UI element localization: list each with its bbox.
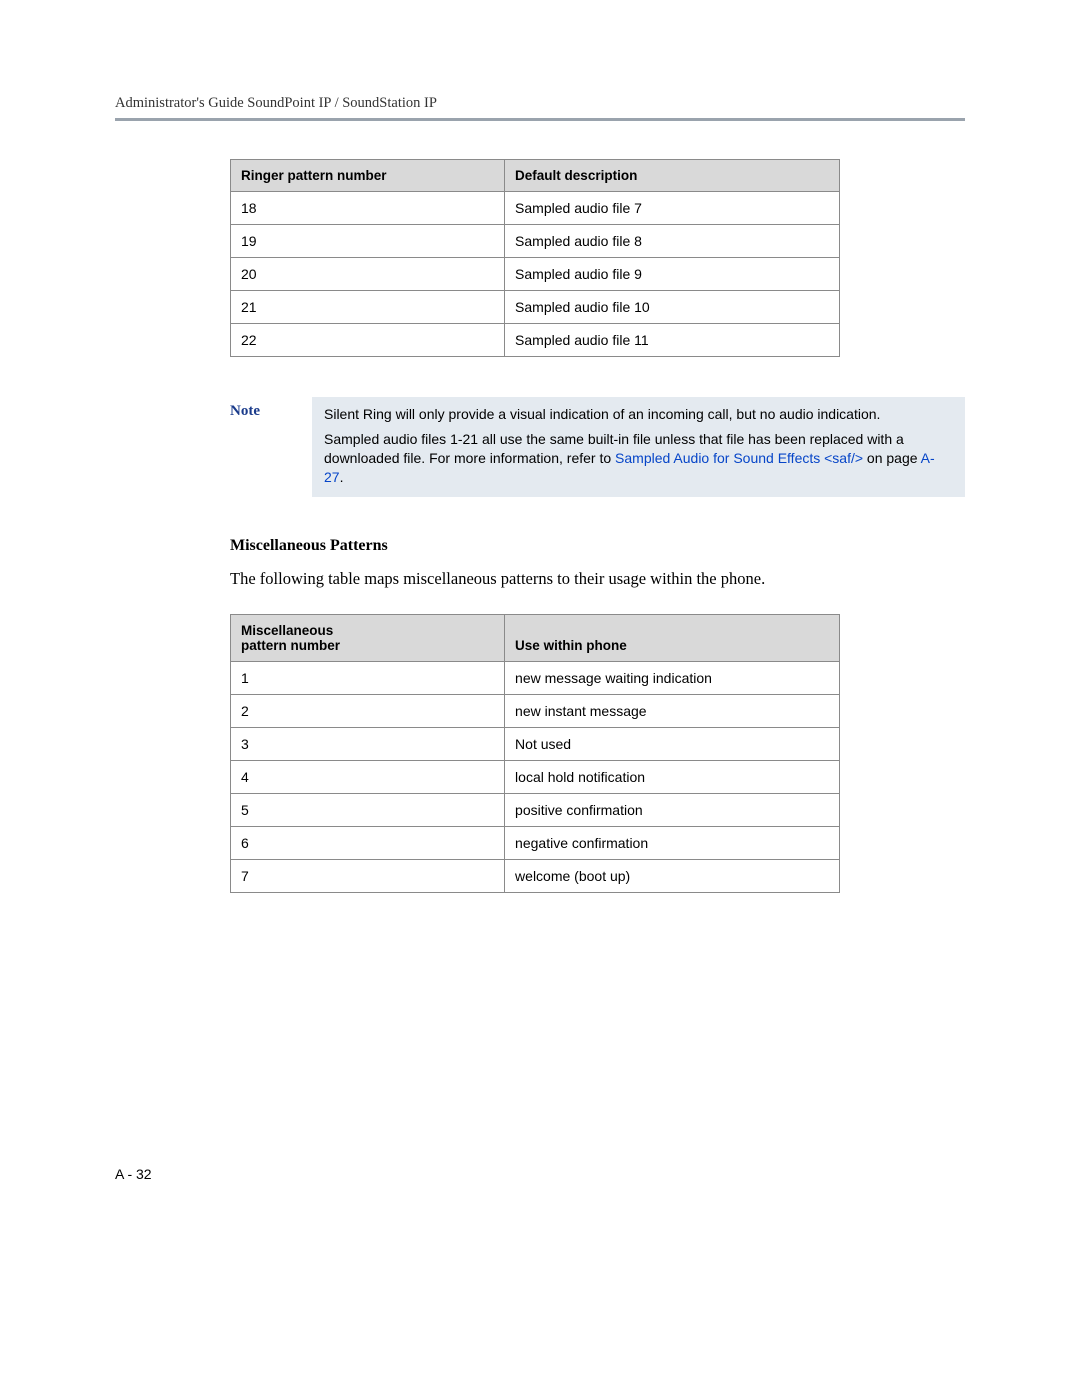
table-row: 3 Not used — [231, 727, 840, 760]
table-cell: 19 — [231, 225, 505, 258]
table-cell: 21 — [231, 291, 505, 324]
note-block: Note Silent Ring will only provide a vis… — [230, 397, 965, 497]
table-cell: Sampled audio file 11 — [505, 324, 840, 357]
table1-header-col1: Ringer pattern number — [231, 160, 505, 192]
table-cell: Sampled audio file 9 — [505, 258, 840, 291]
note-paragraph-1: Silent Ring will only provide a visual i… — [324, 405, 953, 424]
table-row: 18 Sampled audio file 7 — [231, 192, 840, 225]
table-cell: 3 — [231, 727, 505, 760]
table-cell: new message waiting indication — [505, 661, 840, 694]
table-cell: Sampled audio file 8 — [505, 225, 840, 258]
table2-header-col2: Use within phone — [505, 614, 840, 661]
table-row: 2 new instant message — [231, 694, 840, 727]
table-cell: local hold notification — [505, 760, 840, 793]
table-cell: 6 — [231, 826, 505, 859]
table-cell: 20 — [231, 258, 505, 291]
note-label: Note — [230, 397, 312, 420]
table-cell: positive confirmation — [505, 793, 840, 826]
table-cell: 4 — [231, 760, 505, 793]
table2-header-col1-line2: pattern number — [241, 638, 340, 653]
table-cell: Not used — [505, 727, 840, 760]
table-row: 5 positive confirmation — [231, 793, 840, 826]
ringer-pattern-table: Ringer pattern number Default descriptio… — [230, 159, 840, 357]
table-cell: 2 — [231, 694, 505, 727]
table-row: 20 Sampled audio file 9 — [231, 258, 840, 291]
section-heading-misc-patterns: Miscellaneous Patterns — [230, 537, 965, 555]
table-cell: 5 — [231, 793, 505, 826]
table-cell: Sampled audio file 10 — [505, 291, 840, 324]
table-row: 22 Sampled audio file 11 — [231, 324, 840, 357]
note-link-sampled-audio[interactable]: Sampled Audio for Sound Effects <saf/> — [615, 450, 863, 466]
table-cell: welcome (boot up) — [505, 859, 840, 892]
table-cell: new instant message — [505, 694, 840, 727]
page-header-title: Administrator's Guide SoundPoint IP / So… — [115, 95, 965, 112]
table1-header-col2: Default description — [505, 160, 840, 192]
content-indent: Ringer pattern number Default descriptio… — [230, 159, 965, 893]
section-body-text: The following table maps miscellaneous p… — [230, 567, 840, 590]
table-row: 4 local hold notification — [231, 760, 840, 793]
table2-header-col1-line1: Miscellaneous — [241, 623, 333, 638]
table-row: 21 Sampled audio file 10 — [231, 291, 840, 324]
table-row: 6 negative confirmation — [231, 826, 840, 859]
misc-pattern-table: Miscellaneous pattern number Use within … — [230, 614, 840, 893]
table2-header-col1: Miscellaneous pattern number — [231, 614, 505, 661]
header-rule — [115, 118, 965, 121]
page-number: A - 32 — [115, 1166, 152, 1182]
note-text: . — [340, 469, 344, 485]
table-row: 19 Sampled audio file 8 — [231, 225, 840, 258]
note-paragraph-2: Sampled audio files 1-21 all use the sam… — [324, 430, 953, 487]
table-cell: negative confirmation — [505, 826, 840, 859]
table-cell: 22 — [231, 324, 505, 357]
table-cell: 7 — [231, 859, 505, 892]
table-cell: 1 — [231, 661, 505, 694]
table-row: 7 welcome (boot up) — [231, 859, 840, 892]
note-body: Silent Ring will only provide a visual i… — [312, 397, 965, 497]
page-container: Administrator's Guide SoundPoint IP / So… — [0, 0, 1080, 893]
table-row: 1 new message waiting indication — [231, 661, 840, 694]
note-text: on page — [863, 450, 921, 466]
table-cell: 18 — [231, 192, 505, 225]
table-cell: Sampled audio file 7 — [505, 192, 840, 225]
